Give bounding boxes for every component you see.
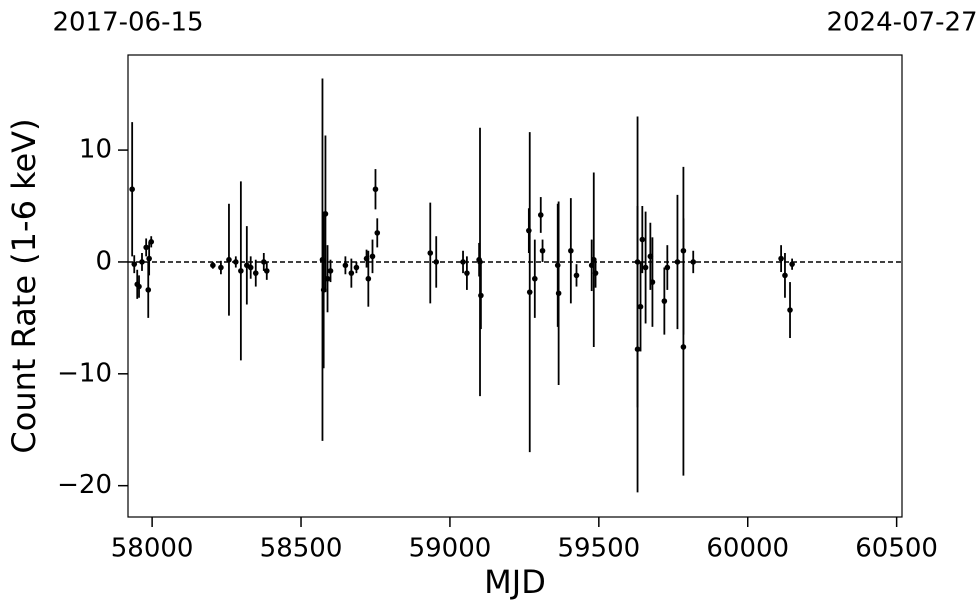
y-tick-label: 10: [79, 135, 112, 165]
data-point: [233, 259, 239, 265]
data-point: [145, 287, 152, 293]
data-point: [238, 268, 244, 274]
data-point: [143, 244, 149, 251]
data-point: [247, 264, 254, 271]
data-point: [573, 272, 580, 279]
data-point: [210, 262, 216, 269]
data-point: [532, 275, 538, 282]
data-point: [342, 262, 349, 269]
data-point: [226, 256, 232, 263]
data-point: [478, 292, 484, 299]
data-point: [464, 270, 470, 276]
y-tick-label: −10: [57, 358, 112, 388]
data-point: [353, 264, 360, 271]
data-point: [252, 270, 259, 276]
data-point: [433, 259, 440, 265]
data-point: [322, 211, 329, 217]
data-point: [139, 259, 145, 265]
data-point: [787, 307, 793, 313]
data-point: [690, 259, 697, 265]
data-point: [778, 255, 784, 262]
data-point: [260, 259, 267, 265]
data-point: [642, 264, 649, 271]
data-point: [374, 230, 381, 236]
data-point: [460, 259, 466, 265]
data-point: [327, 268, 334, 274]
data-point: [148, 239, 155, 245]
y-tick-label: 0: [95, 246, 112, 276]
data-point: [664, 264, 671, 271]
top-tick-label: 2024-07-27: [826, 8, 977, 38]
data-point: [639, 236, 646, 243]
data-point: [555, 290, 562, 297]
data-point: [131, 261, 138, 267]
y-tick-label: −20: [57, 470, 112, 500]
x-tick-label: 60000: [706, 534, 789, 564]
data-point: [680, 344, 687, 350]
data-point: [674, 259, 681, 265]
data-point: [637, 303, 644, 310]
x-tick-label: 59000: [409, 534, 492, 564]
x-axis-label: MJD: [484, 563, 546, 601]
data-point: [592, 270, 599, 276]
data-point: [634, 259, 641, 265]
data-point: [537, 212, 544, 218]
data-point: [218, 264, 224, 271]
x-tick-label: 58000: [111, 534, 194, 564]
data-point: [146, 255, 152, 262]
data-point: [372, 186, 379, 193]
data-point: [568, 247, 574, 254]
data-point: [324, 275, 331, 282]
data-point: [661, 298, 668, 304]
data-point: [649, 279, 656, 285]
y-axis-label: Count Rate (1-6 keV): [5, 118, 43, 453]
data-point: [136, 283, 142, 290]
data-point: [789, 261, 795, 267]
data-point: [369, 253, 376, 260]
data-point: [539, 247, 546, 254]
top-tick-label: 2017-06-15: [52, 8, 203, 38]
data-point: [782, 272, 788, 279]
data-point: [365, 275, 372, 282]
data-point: [427, 250, 434, 256]
data-point: [680, 247, 687, 254]
x-tick-label: 58500: [260, 534, 343, 564]
data-point: [526, 289, 533, 295]
data-point: [263, 268, 270, 274]
x-tick-label: 59500: [557, 534, 640, 564]
data-point: [129, 186, 135, 193]
x-tick-label: 60500: [855, 534, 938, 564]
plot-frame: [127, 54, 903, 518]
data-point: [348, 270, 355, 276]
